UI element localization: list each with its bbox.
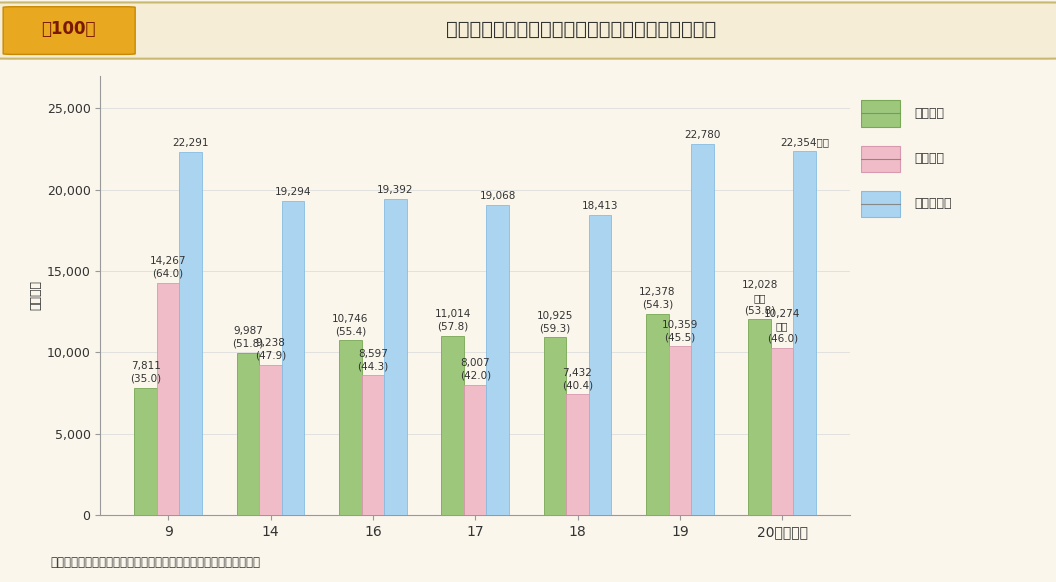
Text: 10,274
億円
(46.0): 10,274 億円 (46.0): [765, 309, 800, 344]
Bar: [487, 205, 509, 515]
Text: 10,925
(59.3): 10,925 (59.3): [536, 311, 573, 333]
FancyBboxPatch shape: [3, 7, 135, 54]
Text: 水道事業（法適用企業）の資本的支出及びその財源: 水道事業（法適用企業）の資本的支出及びその財源: [446, 20, 716, 39]
Bar: [566, 394, 589, 515]
Text: 12,378
(54.3): 12,378 (54.3): [639, 287, 676, 310]
Text: 7,432
(40.4): 7,432 (40.4): [562, 368, 593, 390]
Bar: [861, 101, 900, 127]
Text: 10,359
(45.5): 10,359 (45.5): [662, 320, 698, 342]
Bar: [771, 348, 793, 515]
Bar: [861, 191, 900, 217]
Bar: [544, 338, 566, 515]
Bar: [589, 215, 611, 515]
Text: 7,811
(35.0): 7,811 (35.0): [130, 361, 162, 384]
Text: 11,014
(57.8): 11,014 (57.8): [434, 310, 471, 332]
Text: 19,294: 19,294: [275, 187, 312, 197]
Bar: [237, 353, 260, 515]
Bar: [861, 146, 900, 172]
Y-axis label: （億円）: （億円）: [30, 281, 42, 310]
Bar: [646, 314, 668, 515]
Bar: [749, 320, 771, 515]
Text: 9,238
(47.9): 9,238 (47.9): [254, 338, 286, 361]
Bar: [668, 346, 691, 515]
Text: 9,987
(51.8): 9,987 (51.8): [232, 326, 264, 349]
Bar: [361, 375, 384, 515]
Text: 8,597
(44.3): 8,597 (44.3): [357, 349, 389, 371]
Bar: [282, 201, 304, 515]
Text: 内部資金: 内部資金: [914, 107, 944, 120]
Bar: [180, 152, 202, 515]
Bar: [441, 336, 464, 515]
Text: 10,746
(55.4): 10,746 (55.4): [333, 314, 369, 336]
Text: 19,392: 19,392: [377, 186, 414, 196]
Bar: [691, 144, 714, 515]
Bar: [260, 365, 282, 515]
Text: 22,354億円: 22,354億円: [780, 137, 829, 147]
Text: （注）（　）内の数値は、資本的支出に占める財源の割合である。: （注）（ ）内の数値は、資本的支出に占める財源の割合である。: [51, 556, 261, 569]
Text: 資本的支出: 資本的支出: [914, 197, 953, 210]
Text: 19,068: 19,068: [479, 191, 516, 201]
Bar: [339, 340, 361, 515]
Text: 12,028
億円
(53.8): 12,028 億円 (53.8): [741, 281, 778, 315]
Text: 外部資金: 外部資金: [914, 152, 944, 165]
Text: 8,007
(42.0): 8,007 (42.0): [459, 359, 491, 381]
Text: 第100図: 第100図: [41, 20, 96, 38]
Text: 18,413: 18,413: [582, 201, 619, 211]
FancyBboxPatch shape: [0, 2, 1056, 59]
Text: 22,780: 22,780: [684, 130, 720, 140]
Text: 14,267
(64.0): 14,267 (64.0): [150, 257, 187, 279]
Bar: [384, 200, 407, 515]
Bar: [134, 388, 157, 515]
Bar: [157, 283, 180, 515]
Text: 22,291: 22,291: [172, 139, 209, 148]
Bar: [464, 385, 487, 515]
Bar: [793, 151, 816, 515]
